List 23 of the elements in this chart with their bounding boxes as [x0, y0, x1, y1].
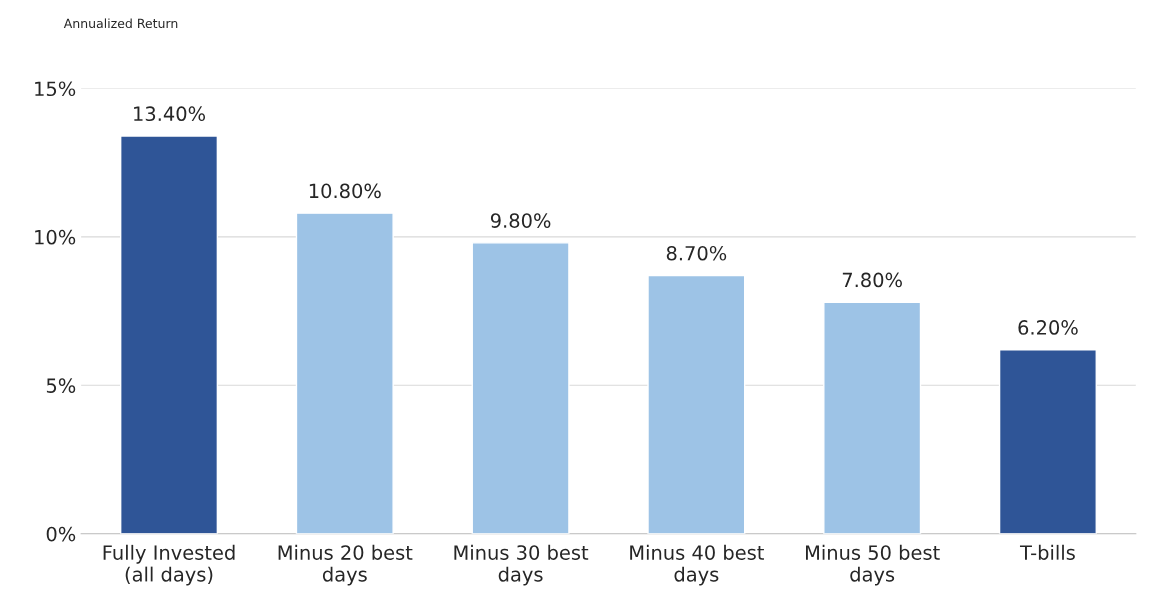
- bar: [295, 212, 394, 534]
- bar: [471, 242, 570, 534]
- x-tick-label: Fully Invested (all days): [103, 544, 235, 586]
- data-label: 10.80%: [309, 183, 381, 199]
- x-tick-label: Minus 50 best days: [806, 544, 940, 586]
- x-tick-label: Minus 20 best days: [278, 544, 413, 586]
- bar: [647, 274, 746, 534]
- data-label: 8.70%: [666, 245, 727, 261]
- bar: [119, 135, 219, 534]
- x-tick-label: Minus 30 best days: [454, 544, 589, 586]
- data-label: 9.80%: [490, 213, 551, 228]
- y-tick-label: 5%: [46, 378, 76, 393]
- data-label: 13.40%: [134, 106, 206, 122]
- bar: [998, 348, 1097, 534]
- data-label: 6.20%: [1018, 320, 1078, 335]
- x-tick-label: T-bills: [1019, 544, 1075, 560]
- data-label: 7.80%: [842, 272, 902, 288]
- y-tick-label: 10%: [35, 229, 76, 245]
- x-tick-label: Minus 40 best days: [630, 544, 764, 586]
- y-tick-label: 15%: [35, 81, 76, 97]
- y-axis-title: Annualized Return: [63, 18, 178, 29]
- y-tick-label: 0%: [46, 526, 76, 542]
- bar: [823, 301, 922, 534]
